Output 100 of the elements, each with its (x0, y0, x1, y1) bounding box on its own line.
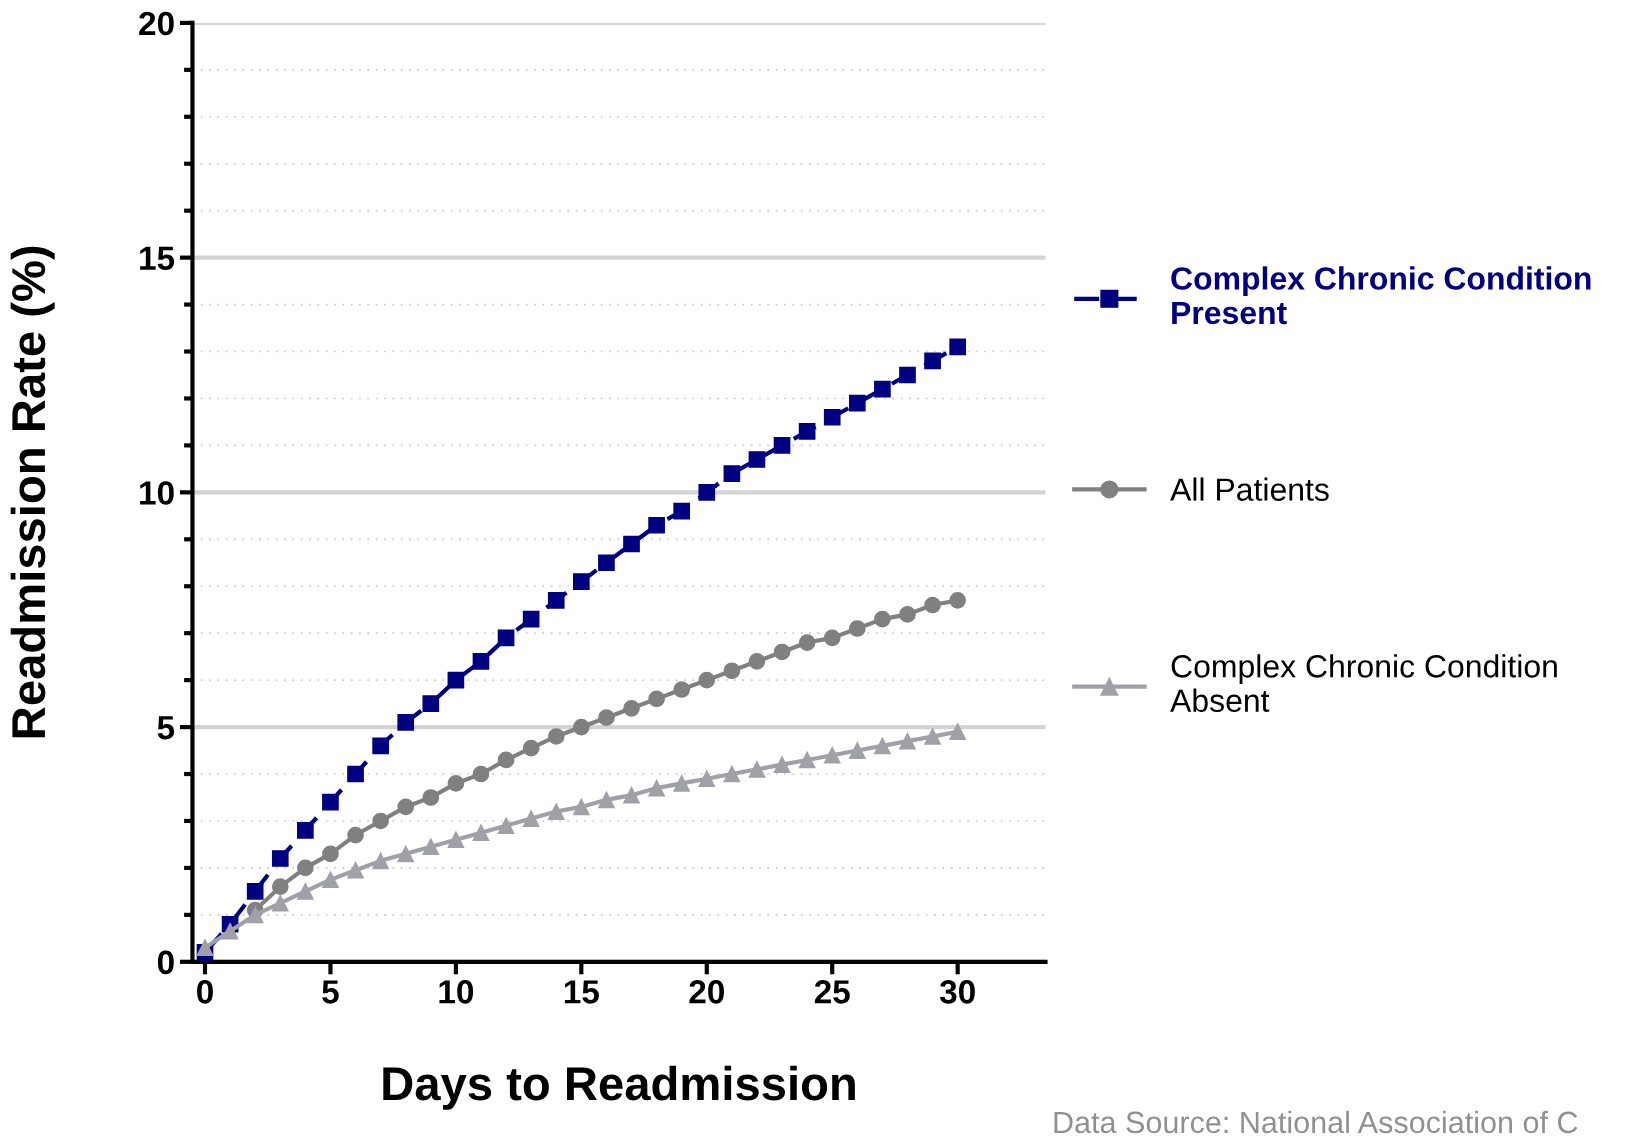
point (598, 791, 615, 809)
point (447, 831, 465, 849)
point (572, 718, 590, 736)
legend-label: All Patients (1170, 477, 1329, 501)
point (924, 728, 941, 745)
point (522, 810, 540, 827)
point (572, 573, 590, 590)
point (949, 591, 966, 609)
point (798, 751, 816, 769)
point (322, 793, 339, 811)
point (422, 838, 440, 856)
point (899, 606, 916, 623)
point (572, 798, 590, 816)
point (547, 803, 565, 820)
point (522, 610, 540, 628)
source-note: Data Source: National Association of C (1054, 1110, 1578, 1134)
y-tick-label: 20 (139, 11, 174, 36)
x-tick-label: 15 (564, 980, 599, 1004)
point (773, 437, 791, 454)
point (723, 662, 741, 680)
y-tick-label: 10 (140, 481, 174, 505)
point (874, 737, 891, 755)
point (874, 610, 891, 628)
point (748, 760, 766, 778)
point (848, 742, 866, 759)
point (748, 653, 766, 670)
point (698, 671, 716, 689)
point (347, 826, 364, 844)
point (598, 709, 615, 727)
point (196, 939, 214, 957)
point (598, 554, 615, 572)
point (648, 516, 665, 534)
y-tick-label: 15 (140, 246, 175, 271)
point (848, 394, 866, 412)
y-axis-title: Readmission Rate (%) (10, 246, 55, 738)
point (397, 714, 415, 731)
point (949, 338, 966, 356)
x-tick-label: 30 (939, 980, 975, 1004)
point (949, 723, 966, 741)
x-axis-title: Days to Readmission (383, 1065, 855, 1110)
point (472, 824, 490, 842)
point (547, 728, 565, 745)
point (497, 629, 515, 647)
point (297, 822, 314, 839)
point (422, 789, 440, 806)
point (924, 596, 941, 614)
point (271, 878, 289, 896)
point (823, 408, 841, 426)
point (372, 812, 389, 830)
point (522, 739, 540, 757)
point (322, 871, 339, 888)
point (924, 352, 941, 370)
point (848, 620, 866, 637)
point (271, 894, 289, 912)
point (372, 852, 389, 870)
point (221, 922, 239, 940)
x-tick-label: 20 (689, 980, 724, 1004)
legend-label: Complex Chronic Condition Absent (1170, 654, 1557, 713)
point (899, 366, 916, 384)
point (748, 451, 766, 468)
point (497, 751, 515, 769)
point (723, 765, 741, 783)
point (447, 671, 465, 689)
y-tick-label: 0 (157, 950, 174, 975)
point (497, 817, 515, 834)
point (472, 653, 490, 670)
point (623, 535, 640, 553)
point (773, 756, 791, 773)
point (698, 770, 716, 788)
point (347, 861, 364, 879)
point (297, 859, 314, 877)
point (322, 845, 339, 863)
point (648, 779, 665, 797)
point (297, 883, 314, 900)
point (623, 786, 640, 804)
point (397, 845, 415, 863)
point (874, 380, 891, 398)
point (723, 465, 741, 482)
point (472, 765, 490, 783)
point (698, 484, 716, 501)
point (397, 798, 415, 816)
point (447, 775, 465, 792)
point (673, 681, 691, 698)
point (673, 502, 691, 520)
point (347, 765, 364, 783)
point (673, 775, 691, 792)
y-tick-label: 5 (157, 716, 175, 740)
x-tick-label: 0 (197, 980, 213, 1004)
x-tick-label: 5 (322, 980, 339, 1004)
x-tick-label: 10 (439, 980, 474, 1004)
point (823, 629, 841, 647)
point (422, 695, 440, 712)
point (623, 699, 640, 717)
point (648, 690, 665, 708)
point (547, 591, 565, 609)
legend-label: Complex Chronic Condition Present (1171, 266, 1591, 325)
point (823, 746, 841, 764)
point (372, 737, 389, 755)
point (246, 906, 264, 924)
point (798, 422, 816, 440)
